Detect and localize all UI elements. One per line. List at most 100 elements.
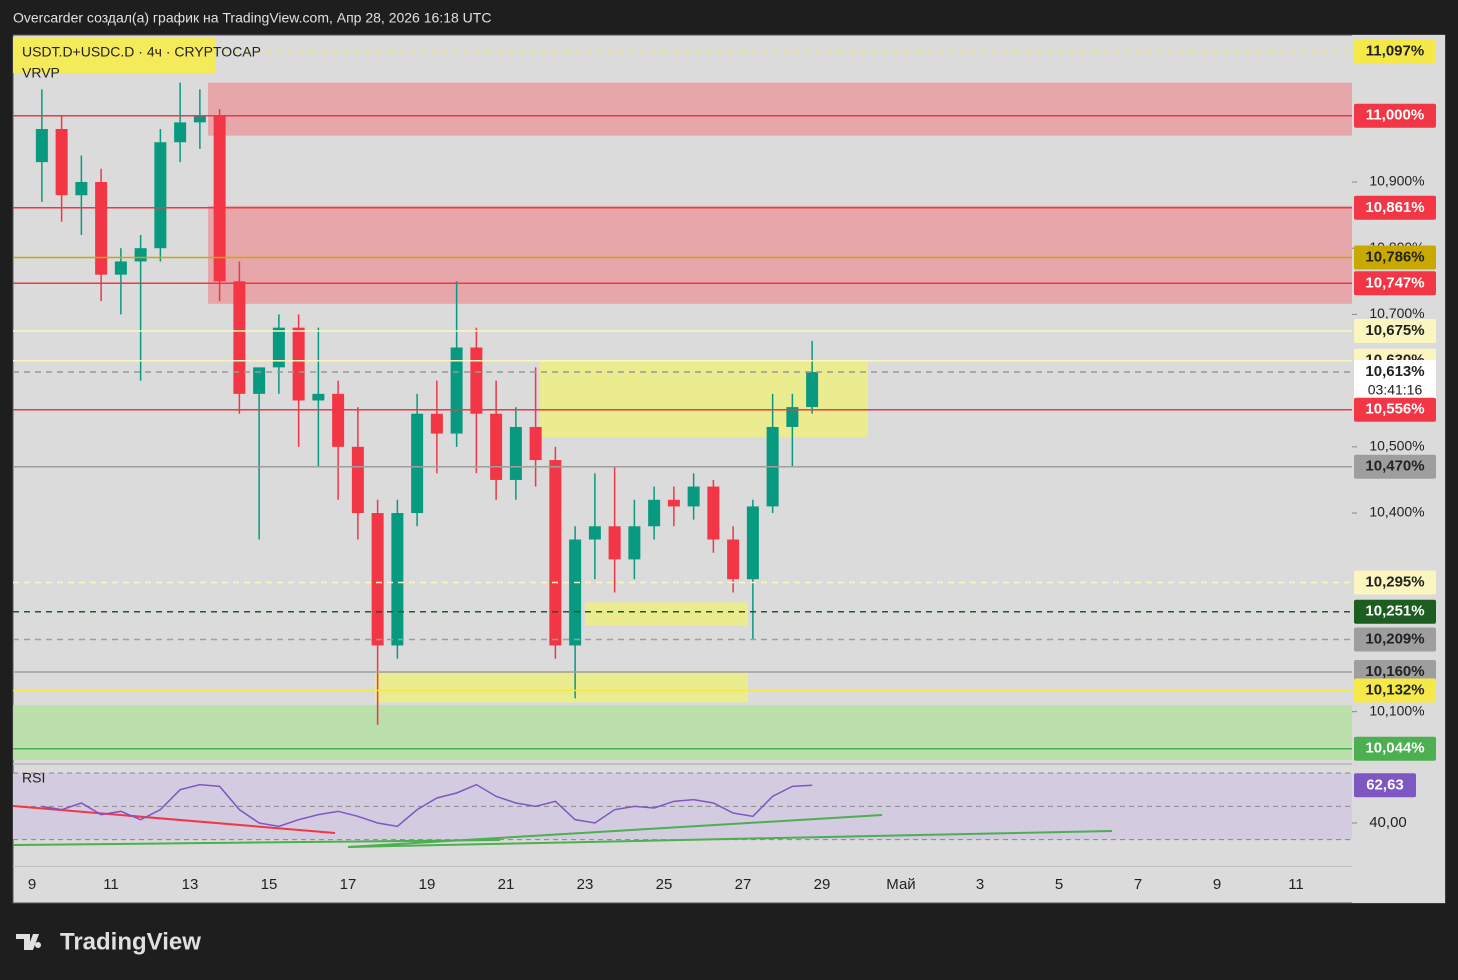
trendline xyxy=(347,830,1113,848)
candle-body xyxy=(490,413,503,480)
x-tick-label: 19 xyxy=(419,876,436,893)
logo-mark xyxy=(16,934,42,950)
x-tick-label: 29 xyxy=(814,876,831,893)
level-label-bg xyxy=(1354,245,1436,270)
level-label: 10,251% xyxy=(1365,603,1424,620)
candle-body xyxy=(786,407,799,427)
candle-body xyxy=(628,526,641,560)
zone xyxy=(208,205,1352,304)
y-tick-label: 10,900% xyxy=(1369,173,1424,189)
candle-body xyxy=(569,539,582,646)
candle-body xyxy=(470,347,483,414)
trendline xyxy=(347,814,883,848)
x-tick-label: 25 xyxy=(656,876,673,893)
candle-body xyxy=(292,327,305,401)
level-label-bg xyxy=(1354,397,1436,422)
level-label: 10,747% xyxy=(1365,274,1424,291)
pane-separator xyxy=(13,763,1352,765)
level-label: 10,470% xyxy=(1365,458,1424,475)
candle-body xyxy=(529,426,542,461)
level-label-bg xyxy=(1354,678,1436,703)
x-tick-label: 21 xyxy=(498,876,515,893)
candle-body xyxy=(648,499,661,527)
plot: 10,900%10,800%10,700%10,500%10,400%10,10… xyxy=(12,39,1436,893)
x-tick-label: 11 xyxy=(103,876,119,893)
y-tick-label: 40,00 xyxy=(1369,814,1407,831)
candle-body xyxy=(746,506,759,580)
x-tick-label: 9 xyxy=(28,876,36,893)
level-label-bg xyxy=(1354,271,1436,296)
x-tick-label: 27 xyxy=(735,876,752,893)
candle-body xyxy=(608,526,621,560)
candle-body xyxy=(727,539,740,580)
level-label: 10,861% xyxy=(1365,199,1424,216)
candle-body xyxy=(450,347,463,434)
candle-body xyxy=(154,142,167,249)
countdown: 03:41:16 xyxy=(1368,382,1423,398)
level-label-bg xyxy=(1354,627,1436,652)
candle-body xyxy=(667,499,680,507)
candle-body xyxy=(134,248,147,262)
candle-body xyxy=(114,261,127,275)
logo: TradingView xyxy=(16,928,201,955)
x-tick-label: 23 xyxy=(577,876,594,893)
level-label-bg xyxy=(1354,195,1436,220)
rsi-value-label: 62,63 xyxy=(1366,776,1404,793)
candle-body xyxy=(35,129,48,163)
level-label-bg xyxy=(1354,39,1436,64)
y-tick-label: 10,400% xyxy=(1369,504,1424,520)
rsi-line xyxy=(41,783,813,828)
level-label: 10,675% xyxy=(1365,322,1424,339)
x-tick-label: 17 xyxy=(340,876,357,893)
indicator-name: VRVP xyxy=(22,65,60,81)
level-label: 10,044% xyxy=(1365,740,1424,757)
candle-body xyxy=(55,129,68,196)
x-tick-label: 7 xyxy=(1134,876,1142,893)
x-tick-label: 15 xyxy=(261,876,278,893)
trendline xyxy=(12,805,336,834)
level-label: 11,000% xyxy=(1366,107,1424,124)
legend-bg xyxy=(13,37,215,73)
rsi-title: RSI xyxy=(22,770,45,786)
level-label-bg xyxy=(1354,360,1436,401)
level-label: 10,209% xyxy=(1365,630,1424,647)
zone xyxy=(585,602,748,626)
candle-body xyxy=(588,526,601,540)
candle-body xyxy=(707,486,720,540)
candle-body xyxy=(233,281,246,394)
level-label-bg xyxy=(1354,103,1436,128)
zone xyxy=(375,671,748,703)
level-label: 10,556% xyxy=(1365,401,1424,418)
candle-body xyxy=(312,393,325,401)
x-tick-label: 13 xyxy=(182,876,199,893)
x-tick-label: 9 xyxy=(1213,876,1221,893)
y-tick-label: 10,100% xyxy=(1369,702,1424,718)
x-tick-label: 5 xyxy=(1055,876,1063,893)
candle-body xyxy=(253,367,266,394)
level-label: 10,786% xyxy=(1365,248,1424,265)
level-label: 10,160% xyxy=(1365,663,1424,680)
candle-body xyxy=(687,486,700,507)
level-label-bg xyxy=(1354,599,1436,624)
y-tick-label: 10,500% xyxy=(1369,438,1424,454)
candle-body xyxy=(332,393,345,447)
candle-body xyxy=(430,413,443,434)
candle-body xyxy=(174,122,187,143)
x-tick-label: 11 xyxy=(1288,876,1304,893)
zone xyxy=(13,705,1352,760)
trendline xyxy=(12,839,501,846)
brand: TradingView xyxy=(60,928,201,955)
time-scale-border xyxy=(13,866,1352,867)
zone xyxy=(208,82,1352,136)
rsi-label-bg xyxy=(1354,773,1416,798)
candle-body xyxy=(806,372,819,408)
x-tick-label: 3 xyxy=(976,876,984,893)
level-label-bg xyxy=(1354,454,1436,479)
candle-body xyxy=(193,115,206,123)
candle-body xyxy=(549,460,562,646)
candle-body xyxy=(272,327,285,368)
y-tick-label: 10,700% xyxy=(1369,305,1424,321)
x-tick-label: Май xyxy=(886,876,915,893)
level-label-bg xyxy=(1354,736,1436,761)
